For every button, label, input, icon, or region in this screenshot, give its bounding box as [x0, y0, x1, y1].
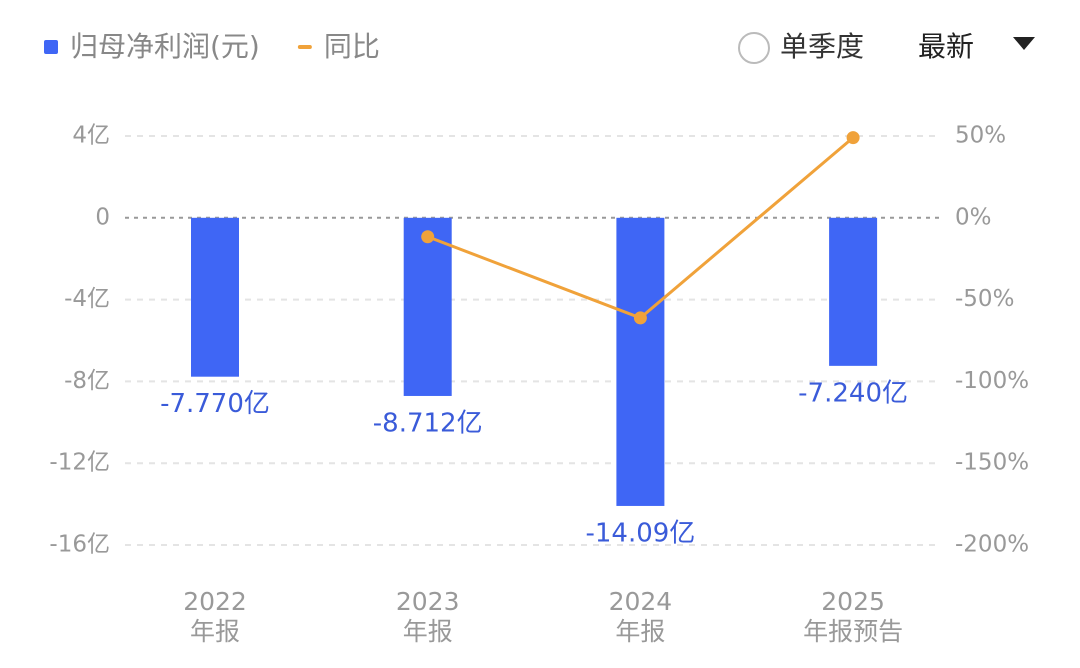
x-tick-label: 2023 — [396, 587, 460, 616]
value-label: -14.09亿 — [585, 518, 695, 548]
x-tick-label: 年报 — [190, 617, 240, 646]
value-label: -7.770亿 — [160, 389, 270, 419]
x-tick-label: 年报预告 — [803, 617, 903, 646]
y-tick-label: 4亿 — [72, 123, 110, 149]
radio[interactable] — [738, 32, 770, 64]
y2-tick-label: -100% — [955, 368, 1029, 394]
dropdown-arrow[interactable] — [1013, 37, 1035, 50]
value-label: -8.712亿 — [373, 408, 483, 438]
y2-tick-label: -150% — [955, 450, 1029, 476]
bar — [616, 217, 665, 506]
y-tick-label: -4亿 — [64, 286, 110, 312]
bar — [829, 217, 878, 366]
y-tick-label: -12亿 — [49, 450, 110, 476]
y-tick-label: -16亿 — [49, 532, 110, 558]
x-tick-label: 2025 — [821, 587, 885, 616]
legend-label: 同比 — [324, 30, 380, 63]
quarterly-toggle[interactable]: 单季度 — [780, 30, 864, 63]
controls: 单季度 最新 — [738, 30, 1035, 64]
y2-tick-label: -200% — [955, 532, 1029, 558]
legend-label: 归母净利润(元) — [70, 30, 260, 63]
line-point — [633, 311, 647, 325]
x-tick-label: 2024 — [609, 587, 673, 616]
y-tick-label: -8亿 — [64, 368, 110, 394]
legend-swatch — [297, 45, 312, 49]
line-point — [846, 131, 860, 145]
y-tick-label: 0 — [95, 204, 110, 230]
x-tick-label: 年报 — [615, 617, 665, 646]
value-label: -7.240亿 — [798, 378, 908, 408]
y2-tick-label: 0% — [955, 204, 992, 230]
y2-tick-label: -50% — [955, 286, 1014, 312]
x-tick-label: 年报 — [403, 617, 453, 646]
y2-tick-label: 50% — [955, 123, 1006, 149]
line-point — [421, 230, 435, 244]
x-tick-label: 2022 — [183, 587, 247, 616]
period-select[interactable]: 最新 — [918, 30, 974, 63]
bar — [191, 217, 239, 377]
legend-swatch — [44, 40, 58, 54]
bar — [403, 217, 452, 396]
